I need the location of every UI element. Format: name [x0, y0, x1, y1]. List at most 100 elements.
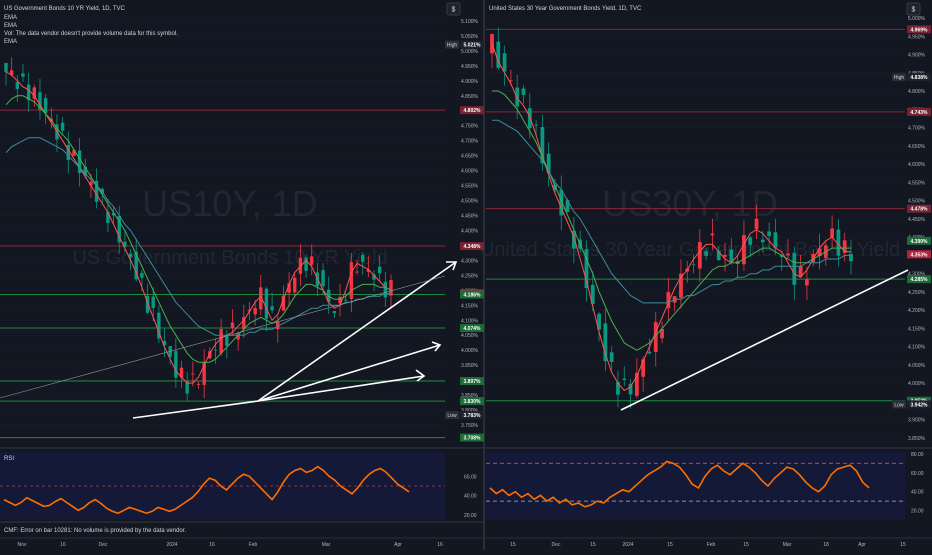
arrow-head-icon: [415, 369, 426, 382]
left-price-label-bg: [460, 106, 484, 115]
right-price-tick: 4.300%: [908, 272, 926, 278]
left-arrow-3[interactable]: [257, 375, 425, 402]
right-trendline[interactable]: [620, 269, 909, 411]
right-currency-label: $: [912, 7, 916, 14]
left-candle-body: [236, 333, 240, 340]
left-trendline[interactable]: [132, 400, 259, 419]
right-rsi-tick: 20.00: [911, 509, 924, 515]
left-candle-body: [264, 288, 269, 319]
left-price-tick: 4.700%: [461, 139, 479, 145]
right-price-label-bg: [907, 25, 931, 34]
left-rsi-tick: 60.00: [464, 474, 477, 480]
left-candle-body: [389, 280, 393, 296]
rsi-legend: RSI: [4, 456, 14, 462]
left-currency-label: $: [452, 7, 456, 14]
left-thin-trendline[interactable]: [0, 275, 446, 399]
left-candle-body: [123, 241, 127, 247]
right-candle-body: [710, 233, 715, 236]
right-price-tick: 5.000%: [908, 16, 926, 22]
left-price-tick: 5.000%: [461, 49, 479, 55]
right-candle-body: [754, 218, 759, 230]
right-time-tick: 15: [743, 542, 749, 548]
left-label-tag-bg: [445, 411, 459, 420]
left-candle-body: [332, 311, 337, 314]
left-price-tick: 4.150%: [461, 303, 479, 309]
right-time-tick: 2024: [622, 542, 633, 548]
left-candle-body: [179, 367, 184, 378]
right-price-label-bg: [907, 204, 931, 213]
left-label-tag-bg: [445, 40, 459, 49]
left-candle-body: [9, 70, 14, 75]
right-rsi-tick: 40.00: [911, 490, 924, 496]
left-price-tick: 4.950%: [461, 64, 479, 70]
right-price-tick: 4.950%: [908, 34, 926, 40]
right-candle-body: [836, 229, 841, 256]
left-ema-line-3: [5, 137, 391, 336]
right-price-tick: 4.150%: [908, 326, 926, 332]
left-candle-body: [117, 215, 121, 243]
left-candle-body: [145, 295, 150, 313]
left-candle-body: [338, 296, 342, 304]
left-candle-body: [26, 84, 31, 101]
right-candle-body: [817, 248, 822, 257]
left-ema-legend-2: EMA: [4, 23, 17, 29]
left-candle-body: [287, 283, 291, 293]
right-candle-body: [792, 252, 797, 285]
left-candle-body: [196, 383, 201, 385]
right-time-tick: 15: [590, 542, 596, 548]
right-candle-body: [805, 279, 809, 286]
left-scale-button[interactable]: $: [446, 2, 461, 16]
right-candle-body: [679, 273, 683, 298]
right-price-tick: 4.650%: [908, 144, 926, 150]
left-price-label: 3.897%: [464, 379, 482, 385]
left-arrow-2[interactable]: [257, 344, 441, 402]
right-candle-body: [849, 253, 853, 262]
right-candle-body: [616, 381, 620, 395]
left-candle-body: [213, 349, 218, 351]
left-price-tick: 4.900%: [461, 79, 479, 85]
right-candle-body: [729, 249, 734, 262]
left-candle-body: [253, 308, 257, 315]
right-price-label-bg: [907, 73, 931, 82]
left-candle-body: [259, 287, 263, 310]
right-price-tick: 4.550%: [908, 180, 926, 186]
left-candle-body: [230, 322, 235, 328]
right-candle-body: [691, 264, 696, 266]
left-arrow-1[interactable]: [257, 261, 457, 402]
right-time-tick: 15: [510, 542, 516, 548]
left-label-tag: High: [447, 43, 458, 49]
left-price-label: 3.708%: [464, 436, 482, 442]
left-chart-title: US Government Bonds 10 YR Yield, 1D, TVC: [4, 6, 126, 12]
right-price-tick: 4.500%: [908, 199, 926, 205]
right-candle-body: [540, 127, 545, 164]
right-candle-body: [553, 184, 557, 191]
left-candle-body: [185, 381, 189, 394]
right-candle-body: [502, 53, 507, 72]
left-ema-line-2: [5, 95, 392, 363]
right-time-tick: Dec: [552, 542, 561, 548]
cmf-error-message: CMF: Error on bar 10281: No volume is pr…: [4, 528, 186, 534]
right-price-label-bg: [907, 250, 931, 259]
left-price-tick: 4.450%: [461, 214, 479, 220]
left-price-tick: 3.850%: [461, 393, 479, 399]
right-price-tick: 4.250%: [908, 290, 926, 296]
right-candle-body: [634, 372, 639, 396]
right-candle-body: [559, 190, 564, 216]
right-label-tag: Low: [894, 402, 904, 408]
right-scale-button[interactable]: $: [906, 2, 921, 16]
right-candle-body: [521, 88, 526, 95]
right-label-tag-bg: [892, 400, 906, 409]
right-candle-body: [496, 41, 501, 68]
left-rsi-tick: 20.00: [464, 513, 477, 519]
right-candle-body: [723, 254, 727, 257]
left-ema-legend-1: EMA: [4, 15, 17, 21]
left-price-label-bg: [460, 40, 484, 49]
left-price-label-bg: [460, 242, 484, 251]
left-candle-body: [276, 321, 280, 330]
left-candle-body: [66, 144, 70, 161]
left-candle-body: [94, 180, 99, 202]
left-candle-body: [208, 351, 212, 359]
right-candle-body: [773, 232, 778, 248]
right-candle-body: [786, 253, 790, 256]
right-price-label-bg: [907, 107, 931, 116]
